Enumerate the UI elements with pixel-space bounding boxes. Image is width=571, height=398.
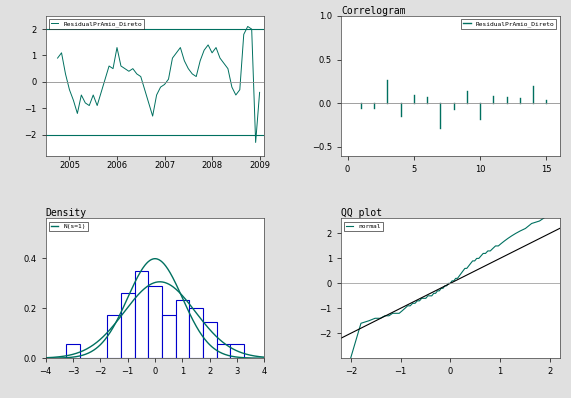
- Text: QQ plot: QQ plot: [341, 209, 382, 219]
- Bar: [107, 315, 121, 358]
- Bar: [175, 300, 189, 358]
- Bar: [230, 344, 244, 358]
- Bar: [66, 344, 80, 358]
- Bar: [135, 271, 148, 358]
- Legend: ResidualPrAmio_Direto: ResidualPrAmio_Direto: [461, 19, 557, 29]
- Legend: normal: normal: [344, 222, 383, 231]
- Legend: ResidualPrAmio_Direto: ResidualPrAmio_Direto: [49, 19, 144, 29]
- Text: Density: Density: [46, 209, 87, 219]
- Bar: [121, 293, 135, 358]
- Bar: [216, 344, 230, 358]
- Bar: [162, 315, 175, 358]
- Text: Correlogram: Correlogram: [341, 6, 405, 16]
- Legend: N(s=1): N(s=1): [49, 222, 87, 231]
- Bar: [203, 322, 216, 358]
- Bar: [148, 286, 162, 358]
- Bar: [189, 308, 203, 358]
